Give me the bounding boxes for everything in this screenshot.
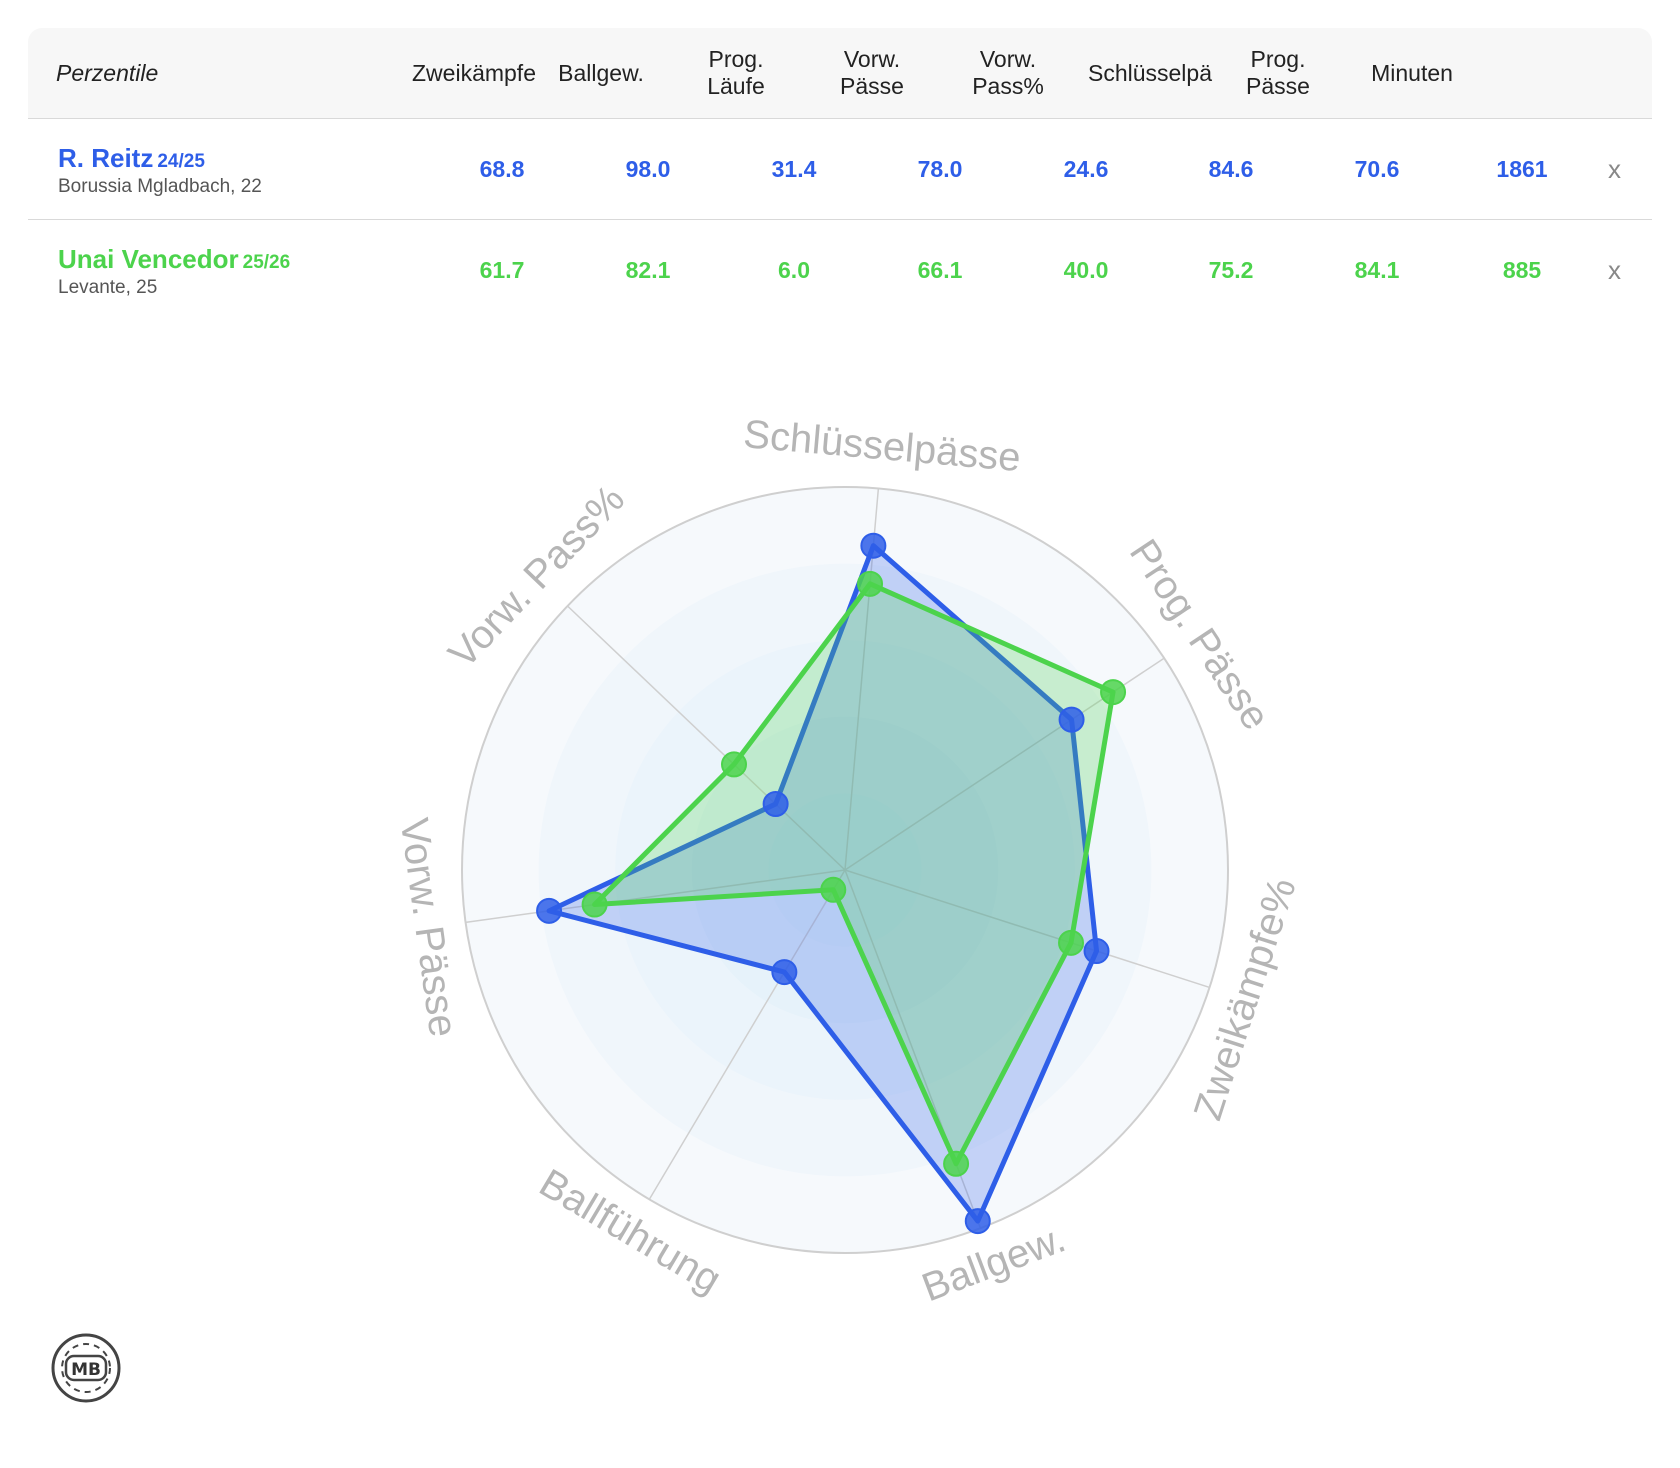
radar-point — [860, 532, 887, 559]
player-club: Borussia Mgladbach, 22 — [58, 176, 262, 197]
radar-point — [943, 1150, 970, 1177]
radar-axis-label: Schlüsselpässe — [742, 412, 1023, 480]
player-name[interactable]: R. Reitz — [58, 143, 154, 173]
radar-point — [820, 876, 847, 903]
radar-point — [857, 570, 884, 597]
logo-text: MB — [71, 1360, 101, 1380]
stat-value: 40.0 — [1063, 256, 1109, 283]
stat-value: 70.6 — [1354, 155, 1400, 182]
radar-point — [1058, 929, 1085, 956]
radar-point — [1058, 706, 1085, 733]
radar-point — [762, 791, 789, 818]
radar-point — [964, 1208, 991, 1235]
radar-axis-label: Vorw. Pässe — [392, 815, 466, 1039]
stat-value: 82.1 — [625, 256, 671, 283]
percentile-label: Perzentile — [56, 59, 159, 86]
stat-value: 24.6 — [1063, 155, 1109, 182]
column-header[interactable]: Vorw. Pass% — [972, 46, 1044, 99]
player-info: R. Reitz 24/25 Borussia Mgladbach, 22 — [58, 143, 262, 198]
comparison-table: Perzentile Zweikämpfe Ballgew. Prog. Läu… — [28, 28, 1652, 320]
stat-value: 68.8 — [479, 155, 525, 182]
stat-value: 66.1 — [917, 256, 963, 283]
mb-logo-icon: MB — [51, 1333, 121, 1403]
radar-point — [581, 891, 608, 918]
radar-spoke — [566, 605, 846, 871]
column-header[interactable]: Prog. Pässe — [1246, 46, 1310, 99]
remove-player-button[interactable]: x — [1608, 153, 1621, 184]
radar-point — [1083, 938, 1110, 965]
radar-point — [536, 897, 563, 924]
stat-value: 78.0 — [917, 155, 963, 182]
player-season: 24/25 — [157, 151, 205, 172]
table-row: R. Reitz 24/25 Borussia Mgladbach, 22 68.… — [28, 119, 1652, 220]
stat-value: 6.0 — [778, 256, 810, 283]
table-header: Perzentile Zweikämpfe Ballgew. Prog. Läu… — [28, 28, 1652, 119]
stat-value: 1861 — [1496, 155, 1548, 182]
column-header[interactable]: Zweikämpfe — [412, 59, 536, 86]
player-name[interactable]: Unai Vencedor — [58, 244, 239, 274]
column-header[interactable]: Vorw. Pässe — [840, 46, 904, 99]
stat-value: 84.6 — [1208, 155, 1254, 182]
column-header[interactable]: Minuten — [1371, 59, 1453, 86]
player-club: Levante, 25 — [58, 277, 158, 298]
player-season: 25/26 — [242, 252, 291, 273]
stat-value: 75.2 — [1208, 256, 1254, 283]
column-header[interactable]: Schlüsselpä — [1087, 59, 1213, 86]
stat-value: 84.1 — [1354, 256, 1400, 283]
column-header[interactable]: Prog. Läufe — [707, 46, 765, 99]
stat-value: 31.4 — [771, 155, 817, 182]
radar-spoke — [648, 869, 846, 1200]
radar-spoke — [465, 869, 846, 924]
remove-player-button[interactable]: x — [1608, 254, 1621, 285]
stat-value: 61.7 — [479, 256, 525, 283]
stat-value: 98.0 — [625, 155, 671, 182]
radar-spoke — [844, 869, 1210, 989]
radar-series-area — [592, 581, 1116, 1167]
table-row: Unai Vencedor 25/26 Levante, 25 61.7 82.1… — [28, 220, 1652, 320]
column-header[interactable]: Ballgew. — [558, 59, 644, 86]
player-info: Unai Vencedor 25/26 Levante, 25 — [58, 244, 290, 299]
radar-point — [721, 751, 748, 778]
stat-value: 885 — [1502, 256, 1542, 283]
radar-point — [1100, 679, 1127, 706]
radar-outer-ring — [461, 486, 1229, 1254]
radar-point — [771, 959, 798, 986]
